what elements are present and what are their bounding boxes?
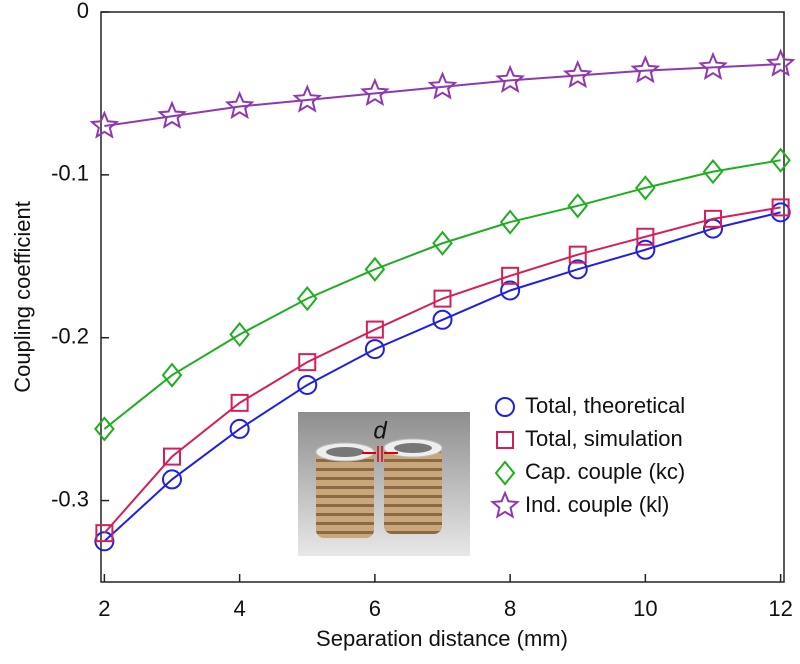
marker	[635, 239, 656, 260]
x-tick-label: 8	[504, 596, 516, 621]
x-tick-label: 4	[234, 596, 246, 621]
marker	[229, 321, 250, 348]
marker	[630, 54, 661, 84]
marker	[297, 374, 318, 395]
marker	[296, 286, 318, 312]
marker	[292, 84, 323, 113]
marker	[163, 447, 182, 466]
legend-marker	[490, 490, 520, 519]
y-tick-label: 0	[77, 0, 89, 23]
y-axis-label: Coupling coefficient	[10, 201, 35, 393]
marker	[94, 416, 115, 442]
marker	[162, 469, 183, 490]
marker	[298, 353, 317, 372]
plot-frame	[100, 11, 785, 583]
marker	[364, 256, 386, 282]
marker	[567, 193, 589, 219]
x-tick-label: 2	[98, 596, 110, 621]
marker	[89, 110, 120, 139]
marker	[95, 524, 114, 543]
marker	[770, 147, 791, 173]
y-tick-label: -0.2	[51, 324, 89, 349]
series-line	[103, 211, 781, 543]
marker	[224, 90, 255, 120]
legend-marker	[496, 431, 514, 449]
legend-label: Ind. couple (kl)	[525, 492, 669, 517]
series-line	[103, 206, 781, 534]
marker	[157, 100, 187, 129]
marker	[432, 230, 453, 256]
marker	[495, 64, 525, 94]
marker	[500, 280, 521, 301]
series-line	[103, 159, 781, 430]
legend-marker	[494, 460, 516, 486]
y-tick-label: -0.3	[51, 486, 89, 511]
marker	[360, 77, 390, 106]
marker	[698, 51, 728, 81]
x-tick-label: 12	[768, 596, 792, 621]
marker	[765, 48, 796, 77]
marker	[433, 289, 452, 308]
marker	[364, 339, 385, 360]
marker	[702, 159, 724, 185]
marker	[635, 175, 656, 201]
marker	[562, 59, 593, 89]
marker	[161, 362, 183, 388]
x-tick-label: 6	[369, 596, 381, 621]
x-axis-label: Separation distance (mm)	[316, 626, 568, 651]
legend-label: Total, simulation	[525, 426, 683, 451]
x-tick-label: 10	[633, 596, 657, 621]
marker	[771, 198, 790, 217]
marker	[568, 245, 587, 264]
marker	[499, 209, 521, 235]
legend-marker	[495, 397, 515, 417]
marker	[365, 320, 384, 339]
marker	[229, 418, 250, 439]
inset	[298, 412, 470, 556]
marker	[230, 393, 249, 412]
legend-label: Cap. couple (kc)	[525, 459, 685, 484]
marker	[636, 227, 655, 246]
marker	[703, 209, 722, 228]
marker	[427, 71, 458, 100]
marker	[501, 266, 520, 285]
series-line	[104, 63, 781, 127]
legend-label: Total, theoretical	[525, 393, 685, 418]
marker	[432, 309, 453, 330]
inset-label: d	[373, 417, 387, 444]
marker	[567, 259, 588, 280]
y-tick-label: -0.1	[51, 161, 89, 186]
